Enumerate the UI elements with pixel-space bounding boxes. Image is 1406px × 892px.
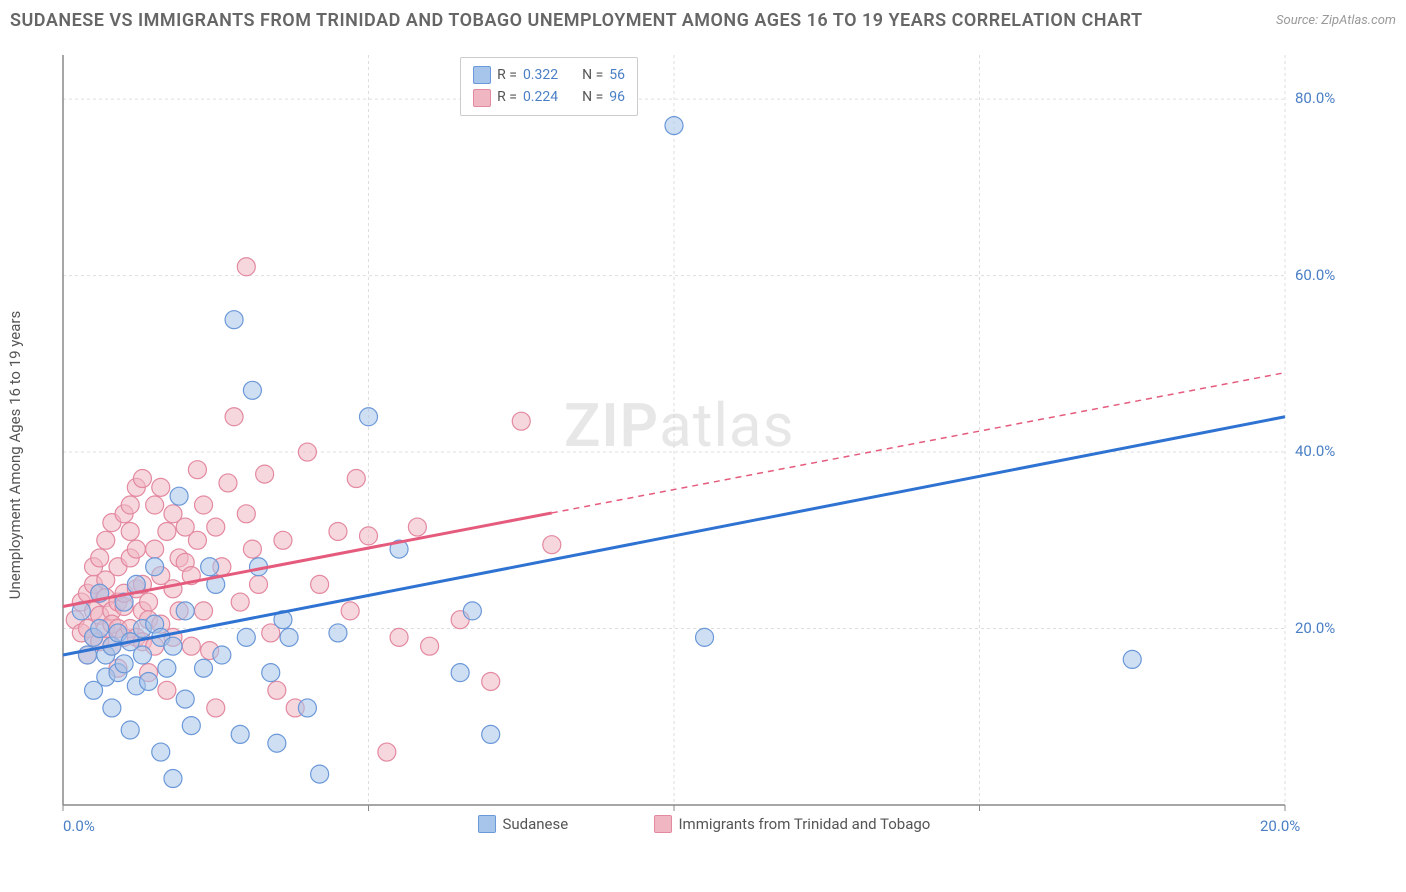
x-tick-label: 0.0%	[63, 817, 95, 835]
legend-row: R = 0.322 N = 56	[473, 64, 625, 86]
y-tick-label: 60.0%	[1295, 266, 1335, 284]
legend-r-value: 0.322	[523, 64, 558, 86]
scatter-plot	[55, 45, 1345, 835]
legend-swatch	[473, 66, 491, 84]
chart-area: ZIPatlas R =0.322N =56R =0.224N =96	[55, 45, 1345, 835]
legend-swatch	[473, 89, 491, 107]
legend-series-label: Sudanese	[502, 815, 568, 833]
legend-series-label: Immigrants from Trinidad and Tobago	[678, 815, 930, 833]
legend-swatch	[478, 815, 496, 833]
chart-source: Source: ZipAtlas.com	[1276, 13, 1396, 28]
legend-r-label: R =	[497, 64, 517, 86]
legend-series-item: Sudanese	[478, 815, 568, 833]
legend-row: R = 0.224 N = 96	[473, 86, 625, 108]
chart-title: SUDANESE VS IMMIGRANTS FROM TRINIDAD AND…	[10, 10, 1143, 31]
y-tick-label: 40.0%	[1295, 442, 1335, 460]
legend-n-label: N =	[582, 64, 603, 86]
legend-correlation: R = 0.322 N = 56 R = 0.224 N = 96	[460, 57, 638, 116]
legend-n-value: 56	[609, 64, 625, 86]
y-tick-label: 80.0%	[1295, 89, 1335, 107]
legend-swatch	[654, 815, 672, 833]
chart-header: SUDANESE VS IMMIGRANTS FROM TRINIDAD AND…	[10, 10, 1396, 31]
legend-series-item: Immigrants from Trinidad and Tobago	[654, 815, 930, 833]
legend-r-value: 0.224	[523, 86, 558, 108]
x-tick-label: 20.0%	[1260, 817, 1300, 835]
legend-n-label: N =	[582, 86, 603, 108]
legend-n-value: 96	[609, 86, 625, 108]
y-axis-label: Unemployment Among Ages 16 to 19 years	[6, 311, 24, 599]
y-tick-label: 20.0%	[1295, 619, 1335, 637]
legend-r-label: R =	[497, 86, 517, 108]
